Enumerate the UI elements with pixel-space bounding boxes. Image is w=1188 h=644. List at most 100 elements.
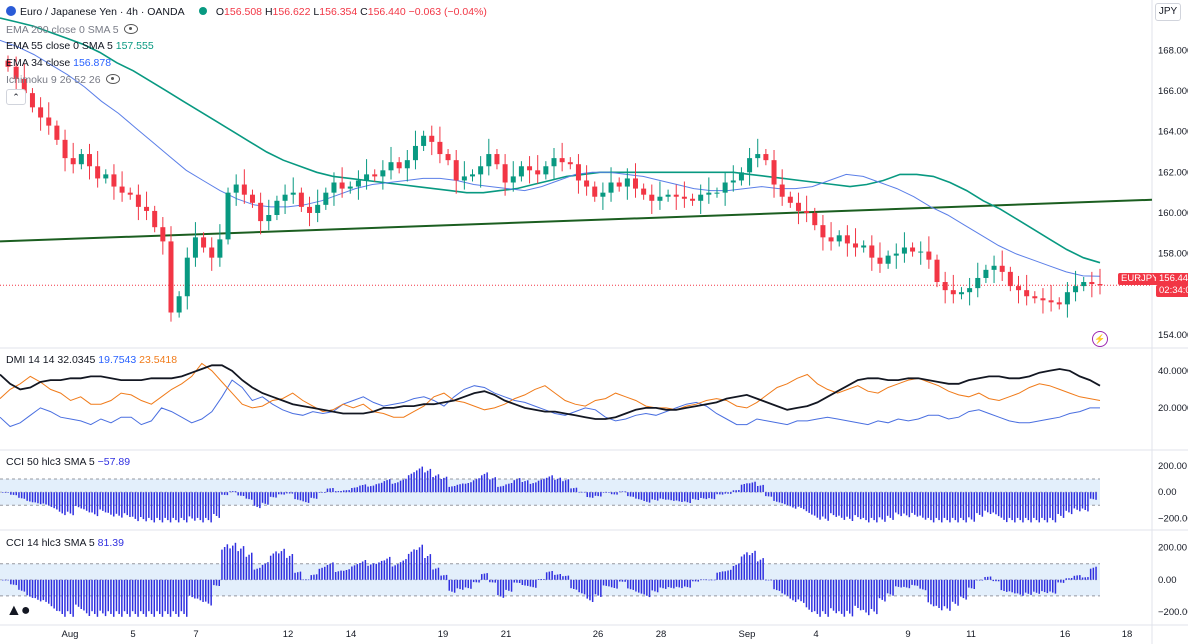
candle-body-134 — [1097, 284, 1103, 286]
cci14-bar-111 — [302, 579, 304, 581]
cci14-bar-29 — [80, 579, 82, 609]
cci50-bar-147 — [399, 480, 402, 493]
candle-body-113 — [926, 251, 932, 260]
cci14-bar-162 — [440, 575, 442, 580]
cci50-bar-275 — [746, 483, 748, 493]
cci50-bar-74 — [202, 492, 204, 523]
cci50-bar-304 — [824, 492, 827, 519]
cci14-bar-323 — [876, 579, 878, 615]
cci14-bar-74 — [202, 579, 204, 602]
cci14-bar-193 — [524, 579, 526, 586]
cci14-bar-394 — [1068, 578, 1070, 580]
cci50-bar-98 — [267, 492, 269, 505]
cci50-bar-280 — [759, 485, 762, 493]
cci14-bar-185 — [502, 579, 505, 598]
cci50-bar-214 — [581, 491, 583, 493]
cci14-bar-400 — [1084, 577, 1086, 580]
cci14-bar-70 — [191, 579, 193, 598]
cci14-bar-283 — [767, 579, 770, 581]
cci14-bar-331 — [897, 579, 900, 587]
cci50-bar-310 — [840, 492, 843, 518]
candle-body-39 — [323, 192, 329, 205]
dmi-legend[interactable]: DMI 14 14 32.0345 19.7543 23.5418 — [6, 354, 177, 367]
cci14-bar-236 — [640, 579, 643, 594]
cci50-bar-146 — [397, 482, 399, 493]
candle-body-78 — [641, 188, 647, 195]
cci14-bar-190 — [516, 579, 518, 583]
ichimoku-legend[interactable]: Ichimoku 9 26 52 26 — [6, 73, 120, 87]
cci14-bar-245 — [665, 579, 667, 589]
cci50-bar-338 — [916, 492, 919, 517]
cci50-bar-86 — [234, 491, 237, 493]
ema34-legend[interactable]: EMA 34 close 156.878 — [6, 57, 111, 70]
cci14-bar-388 — [1052, 579, 1054, 593]
cci50-bar-292 — [792, 492, 794, 508]
cci50-bar-0 — [2, 492, 4, 493]
cci14-bar-313 — [849, 579, 851, 614]
cci14-bar-88 — [240, 548, 242, 580]
cci50-bar-281 — [762, 484, 764, 493]
candle-body-106 — [869, 245, 875, 258]
candle-body-75 — [616, 182, 622, 187]
cci50-bar-31 — [85, 492, 88, 511]
cci50-bar-17 — [48, 492, 50, 506]
cci50-bar-182 — [494, 477, 496, 493]
symbol-title[interactable]: Euro / Japanese Yen · 4h · OANDA — [20, 6, 185, 18]
cci14-bar-334 — [905, 579, 908, 588]
candle-body-67 — [551, 158, 557, 167]
cci50-legend[interactable]: CCI 50 hlc3 SMA 5 −57.89 — [6, 456, 130, 469]
candle-body-30 — [249, 194, 255, 203]
cci14-bar-171 — [464, 579, 467, 588]
cci14-bar-329 — [892, 579, 894, 596]
candle-body-8 — [70, 158, 76, 165]
collapse-legend-button[interactable]: ⌃ — [6, 89, 26, 105]
cci50-bar-337 — [914, 492, 916, 515]
cci14-bar-135 — [367, 565, 369, 580]
cci50-bar-380 — [1030, 492, 1032, 523]
cci50-bar-81 — [221, 492, 223, 495]
cci14-legend[interactable]: CCI 14 hlc3 SMA 5 81.39 — [6, 537, 124, 550]
cci14-bar-121 — [329, 563, 331, 580]
candle-body-17 — [144, 206, 150, 211]
cci14-bar-197 — [535, 579, 537, 588]
cci50-bar-333 — [903, 492, 905, 514]
cci50-bar-183 — [497, 486, 499, 493]
candle-body-5 — [46, 117, 52, 126]
cci50-bar-70 — [191, 492, 193, 519]
ema55-legend[interactable]: EMA 55 close 0 SMA 5 157.555 — [6, 40, 154, 53]
cci50-bar-226 — [613, 492, 616, 495]
cci14-bar-194 — [527, 579, 529, 586]
cci14-bar-71 — [194, 579, 196, 599]
cci50-bar-289 — [784, 492, 786, 505]
cci50-bar-210 — [570, 488, 572, 493]
cci14-bar-96 — [261, 564, 264, 580]
cci14-bar-166 — [451, 579, 453, 592]
cci14-bar-385 — [1043, 579, 1046, 593]
cci50-bar-35 — [96, 492, 99, 517]
ema200-legend[interactable]: EMA 200 close 0 SMA 5 — [6, 23, 138, 37]
ema200-visibility-icon[interactable] — [123, 24, 138, 34]
cci50-bar-386 — [1046, 492, 1049, 523]
cci50-bar-180 — [489, 479, 491, 493]
currency-button[interactable]: JPY — [1155, 3, 1181, 21]
ichimoku-visibility-icon[interactable] — [105, 74, 120, 84]
cci14-bar-318 — [862, 579, 865, 610]
cci50-bar-80 — [218, 492, 220, 518]
cci14-bar-24 — [66, 579, 69, 612]
candle-body-81 — [665, 194, 671, 197]
candle-body-132 — [1081, 282, 1087, 287]
cci50-bar-109 — [297, 492, 299, 500]
cci50-bar-268 — [727, 492, 729, 494]
cci14-bar-211 — [573, 579, 575, 589]
price-tick-4: 160.000 — [1158, 208, 1188, 219]
cci50-bar-139 — [378, 483, 380, 493]
cci14-bar-221 — [600, 579, 602, 597]
cci14-bar-154 — [418, 547, 421, 580]
candle-body-15 — [127, 192, 133, 195]
tradingview-logo-icon[interactable]: ▲● — [6, 602, 30, 619]
lightning-icon[interactable]: ⚡ — [1092, 331, 1108, 347]
cci14-bar-105 — [286, 557, 288, 580]
cci14-bar-46 — [126, 579, 128, 614]
cci14-bar-242 — [656, 579, 659, 593]
